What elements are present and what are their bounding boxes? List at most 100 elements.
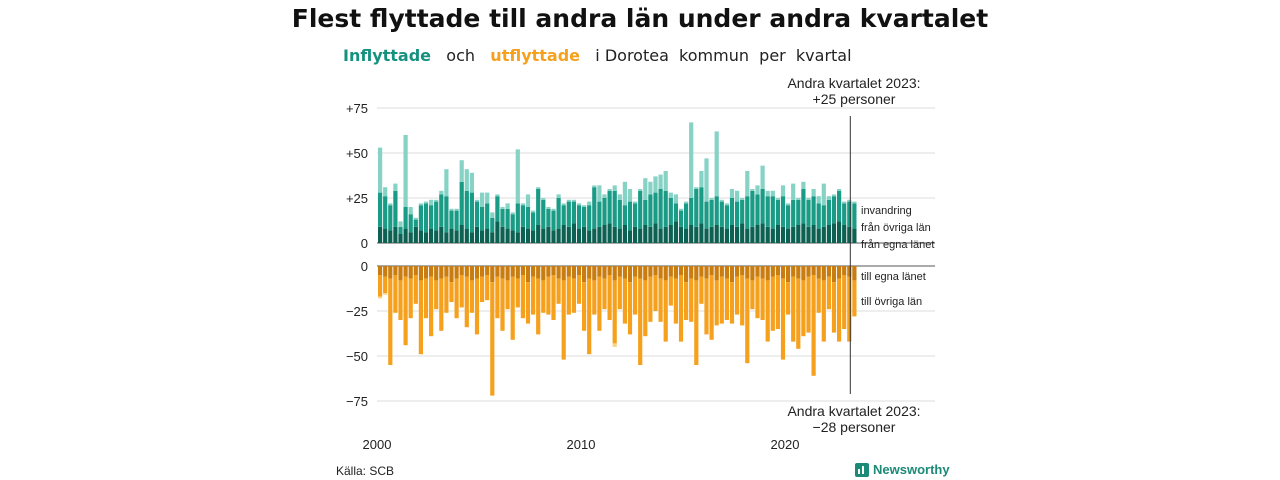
bar-out-other-counties: [469, 280, 474, 313]
bar-in-other-counties: [393, 190, 398, 227]
bar-out-same-county: [648, 266, 653, 277]
bar-in-other-counties: [566, 201, 571, 227]
bar-out-same-county: [592, 266, 597, 281]
bar-out-other-counties: [689, 278, 694, 322]
bar-out-other-counties: [434, 280, 439, 310]
bar-out-other-counties: [724, 278, 729, 320]
bar-in-same-county: [678, 226, 684, 243]
bar-out-other-counties: [775, 275, 780, 329]
bar-in-other-counties: [510, 214, 515, 231]
bar-in-same-county: [444, 232, 449, 243]
bar-in-same-county: [378, 226, 383, 243]
bar-out-other-counties: [531, 276, 536, 315]
bar-in-same-county: [464, 228, 469, 243]
bar-in-same-county: [831, 223, 837, 243]
bar-in-other-counties: [775, 199, 780, 225]
bar-out-same-county: [643, 266, 648, 281]
bar-in-same-county: [429, 228, 434, 243]
bar-in-other-counties: [633, 203, 638, 227]
bar-in-same-county: [847, 226, 852, 243]
series-label-in: från egna länet: [861, 239, 934, 251]
bar-in-immigration: [775, 198, 780, 200]
bar-out-other-counties: [786, 282, 791, 315]
bar-in-other-counties: [668, 198, 673, 225]
bar-in-same-county: [469, 232, 474, 243]
bar-out-same-county: [724, 266, 729, 279]
bar-in-other-counties: [811, 196, 816, 225]
bar-in-immigration: [500, 207, 505, 209]
y-tick-label-bottom: −75: [346, 394, 368, 409]
bar-out-other-counties: [480, 276, 485, 302]
bar-in-immigration: [403, 135, 408, 207]
bar-out-same-county: [403, 266, 408, 277]
bar-in-other-counties: [556, 198, 561, 229]
bar-in-same-county: [434, 230, 439, 243]
bar-in-immigration: [525, 194, 531, 207]
bar-in-immigration: [791, 183, 796, 200]
bar-out-same-county: [673, 266, 678, 279]
bar-in-same-county: [750, 226, 755, 243]
bar-in-other-counties: [423, 203, 429, 233]
bar-out-other-counties: [525, 282, 531, 324]
bar-in-immigration: [653, 176, 658, 193]
bar-in-same-county: [541, 228, 546, 243]
bar-in-other-counties: [760, 189, 765, 224]
bar-in-immigration: [378, 147, 383, 193]
bar-in-same-county: [546, 226, 551, 243]
bar-out-other-counties: [561, 280, 566, 360]
bar-out-other-counties: [383, 276, 388, 293]
bar-out-same-county: [582, 266, 587, 283]
bar-in-same-county: [689, 225, 694, 243]
bar-in-other-counties: [546, 208, 551, 227]
bar-out-same-county: [561, 266, 566, 281]
bar-in-same-county: [653, 223, 658, 243]
bar-in-same-county: [418, 230, 423, 243]
bar-in-same-county: [474, 226, 480, 243]
bar-in-same-county: [714, 225, 719, 243]
bar-out-other-counties: [403, 276, 408, 346]
bar-in-other-counties: [388, 205, 393, 231]
series-label-out: till egna länet: [861, 271, 926, 283]
bar-in-other-counties: [704, 201, 709, 229]
bar-in-other-counties: [429, 205, 434, 229]
bar-out-other-counties: [740, 275, 745, 326]
bar-out-other-counties: [602, 278, 607, 310]
bar-out-same-county: [684, 266, 689, 283]
bar-in-other-counties: [464, 190, 469, 229]
bar-out-other-counties: [510, 276, 515, 340]
bar-in-same-county: [413, 226, 418, 243]
bar-out-same-county: [765, 266, 770, 281]
bar-in-immigration: [622, 181, 627, 206]
bar-in-same-county: [597, 226, 602, 243]
bar-out-other-counties: [699, 276, 704, 304]
y-tick-label-bottom: −50: [346, 349, 368, 364]
bar-out-emigration: [612, 343, 617, 347]
bar-in-same-county: [765, 226, 770, 243]
bar-in-other-counties: [689, 198, 694, 225]
bar-out-other-counties: [678, 275, 684, 342]
bar-out-same-county: [622, 266, 627, 279]
bar-out-other-counties: [398, 280, 403, 320]
bar-in-immigration: [796, 198, 801, 200]
bar-in-same-county: [724, 228, 729, 243]
y-tick-label-top: 0: [361, 236, 368, 251]
bar-in-same-county: [852, 228, 857, 243]
bar-in-immigration: [806, 198, 811, 200]
bar-in-same-county: [735, 226, 740, 243]
bar-in-same-county: [627, 230, 633, 243]
bar-in-immigration: [633, 201, 638, 204]
bar-in-other-counties: [806, 199, 811, 227]
bar-in-other-counties: [684, 203, 689, 229]
bar-in-other-counties: [602, 198, 607, 225]
bar-in-same-county: [816, 228, 821, 243]
bar-in-immigration: [694, 187, 699, 189]
bar-out-same-county: [418, 266, 423, 281]
bar-out-same-county: [423, 266, 429, 279]
bar-in-immigration: [663, 171, 668, 191]
bar-in-other-counties: [418, 205, 423, 231]
bar-in-same-county: [622, 225, 627, 243]
bar-out-same-county: [714, 266, 719, 281]
bar-in-other-counties: [847, 201, 852, 227]
bar-in-immigration: [454, 208, 459, 211]
bar-in-other-counties: [714, 196, 719, 225]
